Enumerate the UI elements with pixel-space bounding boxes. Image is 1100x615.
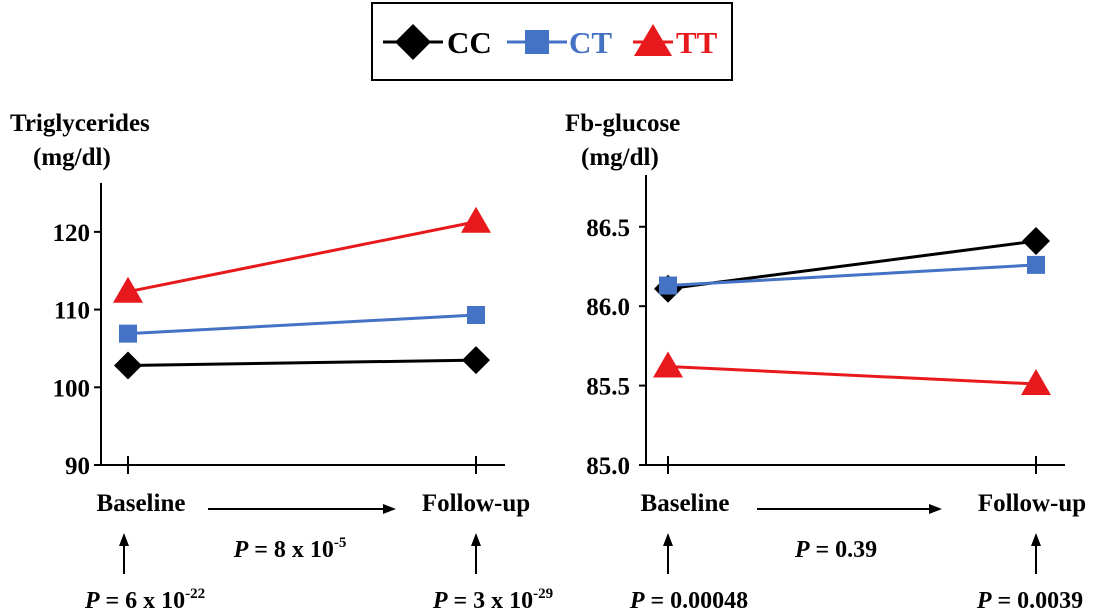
legend: CC CT TT: [371, 2, 733, 81]
x-ticks: [127, 456, 477, 474]
legend-item-cc: CC: [383, 24, 492, 60]
legend-label-ct: CT: [569, 25, 612, 60]
y-tick-label: 86.5: [586, 215, 630, 242]
p-equals: =: [809, 537, 835, 563]
y-tick-label: 90: [65, 453, 90, 480]
p-value-followup: P = 3 x 10-29: [432, 586, 553, 614]
p-value-text: 8 x 10: [274, 537, 334, 563]
p-equals: =: [248, 537, 274, 563]
legend-marker-ct: [525, 30, 549, 54]
p-symbol: P: [629, 588, 645, 614]
y-tick-label: 86.0: [586, 294, 630, 321]
followup-arrow: [1031, 533, 1041, 574]
data-point-cc: [114, 351, 142, 380]
p-value-baseline: P = 6 x 10-22: [84, 586, 205, 614]
data-point-ct: [1027, 255, 1045, 274]
baseline-arrow: [119, 533, 129, 574]
y-ticks: 85.0 85.5 86.0 86.5: [586, 215, 646, 480]
p-value-text: 6 x 10: [125, 588, 185, 614]
baseline-arrow-head: [663, 533, 673, 546]
legend-marker-cc: [395, 24, 431, 60]
data-point-tt: [1021, 369, 1051, 395]
baseline-arrow-head: [119, 533, 129, 546]
p-symbol: P: [794, 537, 810, 563]
p-value-exponent: -5: [334, 535, 347, 551]
followup-arrow: [471, 533, 481, 574]
p-value-exponent: -22: [185, 586, 205, 602]
p-symbol: P: [84, 588, 100, 614]
legend-label-tt: TT: [676, 25, 718, 60]
data-point-tt: [653, 351, 683, 378]
p-value-baseline: P = 0.00048: [629, 588, 748, 614]
followup-arrow-head: [1031, 533, 1041, 546]
legend-item-ct: CT: [507, 25, 612, 60]
time-arrow-head: [383, 504, 396, 514]
data-point-cc: [462, 346, 490, 375]
p-symbol: P: [976, 588, 992, 614]
series-group: [653, 227, 1051, 395]
x-label-baseline: Baseline: [97, 490, 186, 517]
p-equals: =: [99, 588, 125, 614]
data-point-tt: [113, 276, 143, 303]
y-axis-label-line1: Triglycerides: [10, 110, 150, 137]
x-label-followup: Follow-up: [978, 490, 1086, 517]
y-axis-label-line1: Fb-glucose: [565, 110, 680, 137]
series-line-tt: [667, 365, 1037, 386]
baseline-arrow: [663, 533, 673, 574]
p-value-text: 0.0039: [1017, 588, 1083, 614]
time-arrow: [208, 504, 396, 514]
x-label-baseline: Baseline: [641, 490, 730, 517]
p-value-text: 0.39: [835, 537, 877, 563]
p-value-text: 3 x 10: [473, 588, 533, 614]
legend-marker-tt: [634, 24, 672, 56]
series-group: [113, 206, 491, 380]
p-equals: =: [447, 588, 473, 614]
y-tick-label: 110: [54, 298, 90, 325]
p-value-followup: P = 0.0039: [976, 588, 1083, 614]
p-value-between: P = 8 x 10-5: [233, 535, 347, 563]
p-value-exponent: -29: [533, 586, 553, 602]
data-point-cc: [1022, 227, 1050, 256]
y-axis-label-line2: (mg/dl): [581, 144, 659, 171]
series-line-ct: [127, 313, 477, 336]
data-point-ct: [467, 306, 485, 325]
y-tick-label: 100: [53, 375, 91, 402]
y-tick-label: 120: [53, 220, 91, 247]
followup-arrow-head: [471, 533, 481, 546]
y-tick-label: 85.5: [586, 374, 630, 401]
p-value-text: 0.00048: [670, 588, 748, 614]
legend-label-cc: CC: [447, 25, 492, 60]
time-arrow-head: [929, 504, 942, 514]
p-equals: =: [644, 588, 670, 614]
series-line-cc: [127, 358, 477, 368]
data-point-tt: [461, 206, 491, 233]
fb-glucose-panel: Fb-glucose (mg/dl) 85.0 85.5 86.0 86.5 Base…: [565, 110, 1086, 614]
y-tick-label: 85.0: [586, 453, 630, 480]
x-ticks: [667, 456, 1037, 474]
x-label-followup: Follow-up: [422, 490, 530, 517]
p-equals: =: [991, 588, 1017, 614]
p-symbol: P: [233, 537, 249, 563]
y-axis-label-line2: (mg/dl): [33, 144, 111, 171]
legend-item-tt: TT: [633, 24, 718, 60]
data-point-ct: [659, 276, 677, 295]
time-arrow: [757, 504, 942, 514]
p-symbol: P: [432, 588, 448, 614]
series-line-tt: [127, 220, 477, 294]
data-point-ct: [119, 324, 137, 343]
p-value-between: P = 0.39: [794, 537, 877, 563]
series-line-ct: [667, 263, 1037, 288]
triglycerides-panel: Triglycerides (mg/dl) 90 100 110 120 Baseli…: [10, 110, 553, 614]
y-ticks: 90 100 110 120: [53, 220, 101, 480]
